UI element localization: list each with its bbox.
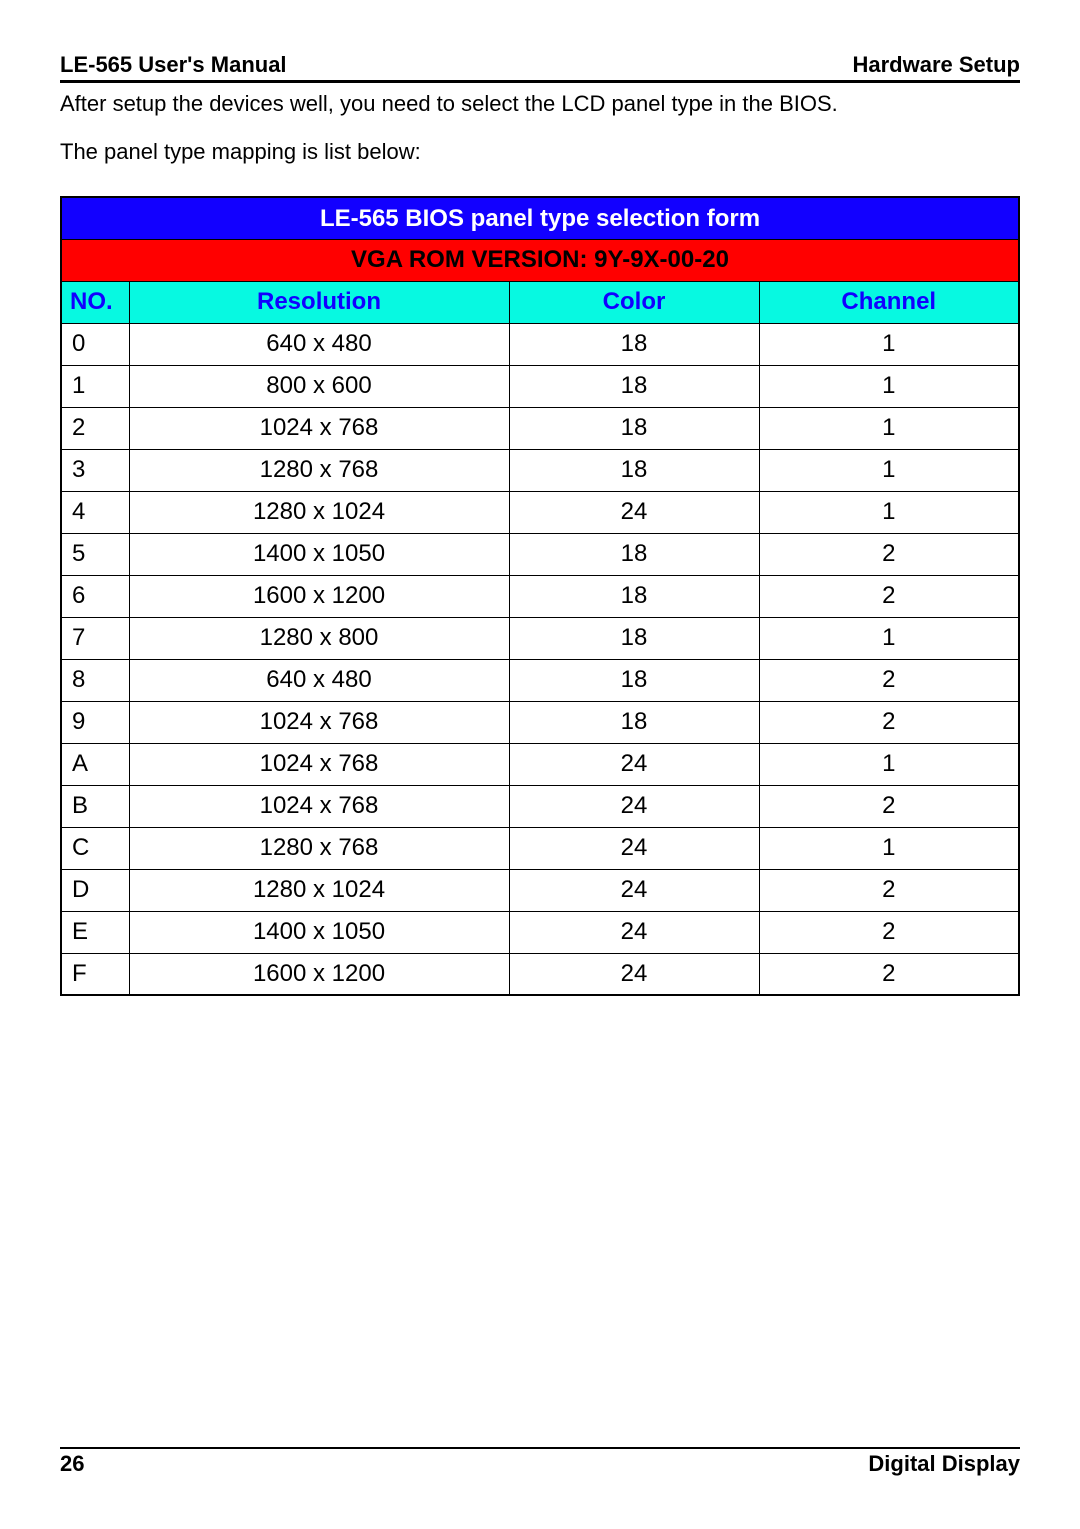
col-header-channel: Channel (759, 281, 1019, 323)
cell-color: 24 (509, 869, 759, 911)
table-row: 51400 x 1050182 (61, 533, 1019, 575)
cell-resolution: 1024 x 768 (129, 785, 509, 827)
header-left: LE-565 User's Manual (60, 52, 287, 78)
page-header: LE-565 User's Manual Hardware Setup (60, 52, 1020, 83)
footer-page-number: 26 (60, 1451, 84, 1477)
col-header-no: NO. (61, 281, 129, 323)
table-row: E1400 x 1050242 (61, 911, 1019, 953)
cell-channel: 1 (759, 827, 1019, 869)
cell-color: 18 (509, 323, 759, 365)
cell-channel: 2 (759, 785, 1019, 827)
cell-no: 5 (61, 533, 129, 575)
cell-channel: 1 (759, 449, 1019, 491)
cell-channel: 2 (759, 533, 1019, 575)
cell-color: 24 (509, 827, 759, 869)
cell-resolution: 1280 x 1024 (129, 869, 509, 911)
cell-color: 24 (509, 491, 759, 533)
cell-color: 24 (509, 911, 759, 953)
table-body: 0640 x 4801811800 x 60018121024 x 768181… (61, 323, 1019, 995)
cell-no: 9 (61, 701, 129, 743)
cell-no: 2 (61, 407, 129, 449)
table-title: LE-565 BIOS panel type selection form (61, 197, 1019, 239)
cell-channel: 2 (759, 575, 1019, 617)
cell-channel: 1 (759, 491, 1019, 533)
header-right: Hardware Setup (853, 52, 1021, 78)
table-row: 8640 x 480182 (61, 659, 1019, 701)
cell-resolution: 1024 x 768 (129, 407, 509, 449)
cell-resolution: 640 x 480 (129, 323, 509, 365)
cell-no: 8 (61, 659, 129, 701)
table-row: D1280 x 1024242 (61, 869, 1019, 911)
cell-color: 18 (509, 533, 759, 575)
cell-resolution: 640 x 480 (129, 659, 509, 701)
table-row: 1800 x 600181 (61, 365, 1019, 407)
cell-no: 3 (61, 449, 129, 491)
footer-section: Digital Display (868, 1451, 1020, 1477)
table-row: 41280 x 1024241 (61, 491, 1019, 533)
table-version: VGA ROM VERSION: 9Y-9X-00-20 (61, 239, 1019, 281)
cell-channel: 1 (759, 365, 1019, 407)
cell-resolution: 800 x 600 (129, 365, 509, 407)
table-row: 61600 x 1200182 (61, 575, 1019, 617)
cell-no: D (61, 869, 129, 911)
table-row: A1024 x 768241 (61, 743, 1019, 785)
col-header-resolution: Resolution (129, 281, 509, 323)
panel-type-table: LE-565 BIOS panel type selection form VG… (60, 196, 1020, 996)
table-row: 21024 x 768181 (61, 407, 1019, 449)
manual-page: LE-565 User's Manual Hardware Setup Afte… (0, 0, 1080, 1529)
cell-resolution: 1280 x 800 (129, 617, 509, 659)
intro-paragraph-2: The panel type mapping is list below: (60, 137, 1020, 167)
cell-color: 18 (509, 407, 759, 449)
cell-resolution: 1600 x 1200 (129, 953, 509, 995)
cell-resolution: 1280 x 1024 (129, 491, 509, 533)
cell-no: 4 (61, 491, 129, 533)
table-row: 71280 x 800181 (61, 617, 1019, 659)
cell-channel: 1 (759, 617, 1019, 659)
cell-no: 7 (61, 617, 129, 659)
cell-color: 18 (509, 617, 759, 659)
cell-color: 24 (509, 743, 759, 785)
cell-channel: 2 (759, 953, 1019, 995)
cell-no: 0 (61, 323, 129, 365)
cell-resolution: 1280 x 768 (129, 827, 509, 869)
cell-channel: 2 (759, 869, 1019, 911)
cell-color: 18 (509, 575, 759, 617)
page-footer: 26 Digital Display (60, 1447, 1020, 1477)
cell-channel: 2 (759, 701, 1019, 743)
cell-color: 18 (509, 659, 759, 701)
table-row: 0640 x 480181 (61, 323, 1019, 365)
table-row: B1024 x 768242 (61, 785, 1019, 827)
cell-channel: 2 (759, 911, 1019, 953)
table-row: 91024 x 768182 (61, 701, 1019, 743)
cell-no: 6 (61, 575, 129, 617)
cell-channel: 1 (759, 743, 1019, 785)
table-row: C1280 x 768241 (61, 827, 1019, 869)
cell-resolution: 1024 x 768 (129, 743, 509, 785)
cell-color: 18 (509, 449, 759, 491)
cell-no: B (61, 785, 129, 827)
cell-color: 18 (509, 701, 759, 743)
cell-no: C (61, 827, 129, 869)
cell-no: E (61, 911, 129, 953)
cell-channel: 1 (759, 407, 1019, 449)
cell-channel: 2 (759, 659, 1019, 701)
cell-color: 24 (509, 785, 759, 827)
col-header-color: Color (509, 281, 759, 323)
cell-channel: 1 (759, 323, 1019, 365)
cell-no: 1 (61, 365, 129, 407)
intro-paragraph-1: After setup the devices well, you need t… (60, 89, 1020, 119)
cell-resolution: 1600 x 1200 (129, 575, 509, 617)
table-row: 31280 x 768181 (61, 449, 1019, 491)
cell-resolution: 1280 x 768 (129, 449, 509, 491)
cell-no: A (61, 743, 129, 785)
cell-color: 24 (509, 953, 759, 995)
cell-no: F (61, 953, 129, 995)
cell-resolution: 1400 x 1050 (129, 533, 509, 575)
cell-resolution: 1400 x 1050 (129, 911, 509, 953)
cell-resolution: 1024 x 768 (129, 701, 509, 743)
table-row: F1600 x 1200242 (61, 953, 1019, 995)
cell-color: 18 (509, 365, 759, 407)
